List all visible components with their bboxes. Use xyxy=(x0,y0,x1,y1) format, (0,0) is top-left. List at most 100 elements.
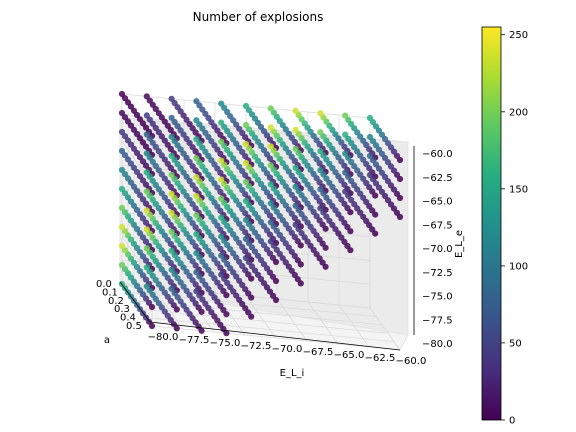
data-point xyxy=(193,269,200,276)
x-tick-label: −80.0 xyxy=(148,332,179,343)
data-point xyxy=(168,133,175,140)
grid-line xyxy=(139,308,389,334)
data-point xyxy=(218,233,225,240)
data-point xyxy=(143,245,150,252)
data-point xyxy=(317,148,324,155)
data-point xyxy=(242,178,250,186)
data-point xyxy=(218,157,225,164)
data-point xyxy=(317,167,324,174)
data-point xyxy=(342,169,349,176)
y-tick-label: 0.3 xyxy=(114,304,130,315)
data-point xyxy=(218,119,225,126)
x-axis-label: E_L_i xyxy=(280,368,305,379)
colorbar-tick-label: 200 xyxy=(509,107,528,118)
data-point xyxy=(193,288,200,295)
data-point xyxy=(118,166,126,174)
data-point xyxy=(118,223,126,231)
z-tick-label: −80.0 xyxy=(422,339,453,350)
y-tick-label: 0.4 xyxy=(120,313,136,324)
data-point xyxy=(168,285,175,292)
x-tick-label: −77.5 xyxy=(179,335,210,346)
z-tick-label: −72.5 xyxy=(422,268,453,279)
z-tick-label: −60.0 xyxy=(422,149,453,160)
data-point xyxy=(267,219,274,226)
data-point xyxy=(118,204,126,212)
data-point xyxy=(366,171,374,179)
data-point xyxy=(242,102,250,110)
scatter-points xyxy=(118,90,404,337)
data-point xyxy=(342,112,349,119)
data-point xyxy=(218,176,225,183)
data-point xyxy=(118,90,126,98)
data-point xyxy=(218,252,225,259)
data-point xyxy=(193,155,200,162)
x-tick-label: −60.0 xyxy=(396,356,427,367)
data-point xyxy=(292,145,299,152)
colorbar-tick-label: 100 xyxy=(509,261,528,272)
data-point xyxy=(143,188,150,195)
data-point xyxy=(168,95,175,102)
data-point xyxy=(143,131,150,138)
data-point xyxy=(168,190,175,197)
x-tick-label: −72.5 xyxy=(241,341,272,352)
y-tick-label: 0.2 xyxy=(108,296,124,307)
data-point xyxy=(143,93,150,100)
grid-line xyxy=(369,307,401,351)
data-point xyxy=(242,197,250,205)
data-point xyxy=(218,271,225,278)
data-point xyxy=(218,214,225,221)
grid-line xyxy=(338,304,370,348)
grid-line xyxy=(151,325,401,351)
grid-line xyxy=(145,317,395,342)
data-point xyxy=(292,107,299,114)
data-point xyxy=(193,193,200,200)
data-point xyxy=(366,133,374,141)
data-point xyxy=(143,150,150,157)
x-tick-label: −62.5 xyxy=(365,353,396,364)
z-tick-label: −62.5 xyxy=(422,173,453,184)
z-axis-label: E_L_e xyxy=(454,230,465,258)
x-tick-label: −70.0 xyxy=(272,344,303,355)
x-tick-label: −65.0 xyxy=(334,350,365,361)
z-tick-labels: −60.0 −62.5 −65.0 −67.5 −70.0 −72.5 −75.0 −77.5… xyxy=(422,149,453,350)
data-point xyxy=(193,136,200,143)
data-point xyxy=(242,216,250,224)
z-tick-label: −70.0 xyxy=(422,244,453,255)
data-point xyxy=(242,159,250,167)
data-point xyxy=(292,221,299,228)
data-point xyxy=(193,98,200,105)
data-point xyxy=(242,121,250,129)
data-point xyxy=(317,129,324,136)
y-tick-label: 0.0 xyxy=(96,279,112,290)
data-point xyxy=(342,150,349,157)
x-tick-labels: −80.0 −77.5 −75.0 −72.5 −70.0 −67.5 −65.0 −62.5… xyxy=(148,332,427,367)
y-tick-label: 0.5 xyxy=(126,321,142,332)
z-tick-label: −65.0 xyxy=(422,197,453,208)
data-point xyxy=(118,280,126,288)
data-point xyxy=(366,114,374,122)
data-point xyxy=(168,266,175,273)
colorbar-tick-label: 0 xyxy=(509,416,515,427)
data-point xyxy=(267,238,274,245)
data-point xyxy=(267,181,274,188)
data-point xyxy=(342,188,349,195)
data-point xyxy=(267,162,274,169)
data-point xyxy=(193,231,200,238)
data-point xyxy=(118,128,126,136)
data-point xyxy=(168,209,175,216)
grid-line xyxy=(152,286,184,330)
y-tick-label: 0.1 xyxy=(102,287,118,298)
data-point xyxy=(292,202,299,209)
grid-line xyxy=(276,298,308,342)
data-point xyxy=(242,235,250,243)
data-point xyxy=(267,200,274,207)
data-point xyxy=(292,164,299,171)
data-point xyxy=(342,131,349,138)
data-point xyxy=(218,100,225,107)
data-point xyxy=(267,124,274,131)
data-point xyxy=(143,283,150,290)
data-point xyxy=(292,183,299,190)
data-point xyxy=(292,126,299,133)
data-point xyxy=(193,174,200,181)
